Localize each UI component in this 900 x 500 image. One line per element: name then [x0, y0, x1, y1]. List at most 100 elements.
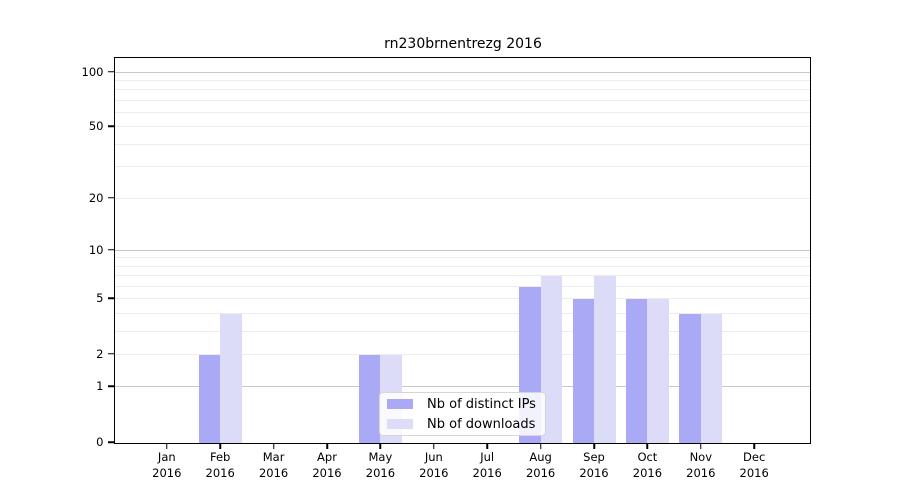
x-axis-tick-label: Dec 2016: [724, 449, 784, 481]
bar-distinct-ips-may: [358, 354, 381, 443]
x-axis-tick: [700, 444, 702, 449]
gridline-minor: [115, 143, 810, 145]
x-axis-tick: [593, 444, 595, 449]
gridline-minor: [115, 166, 810, 168]
legend: Nb of distinct IPs Nb of downloads: [379, 392, 546, 436]
month-label: Sep: [583, 450, 605, 464]
x-axis-tick: [433, 444, 435, 449]
x-axis-tick: [326, 444, 328, 449]
y-axis-tick-label: 0: [96, 435, 104, 449]
gridline-minor: [115, 312, 810, 314]
bar-distinct-ips-oct: [625, 299, 648, 443]
year-label: 2016: [579, 466, 609, 480]
month-label: Jul: [480, 450, 495, 464]
year-label: 2016: [525, 466, 556, 480]
month-label: Aug: [529, 450, 552, 464]
legend-item-downloads: Nb of downloads: [380, 417, 545, 432]
bar-downloads-oct: [647, 299, 669, 443]
x-axis-tick: [753, 444, 755, 449]
gridline-minor: [115, 275, 810, 277]
x-axis-tick-label: Apr 2016: [297, 449, 357, 481]
year-label: 2016: [152, 466, 182, 480]
x-axis-tick: [166, 444, 168, 449]
bar-downloads-nov: [700, 313, 723, 443]
x-axis-tick-label: Mar 2016: [244, 449, 304, 481]
year-label: 2016: [205, 466, 235, 480]
x-axis-tick-label: Feb 2016: [190, 449, 250, 481]
month-label: May: [368, 450, 393, 464]
y-axis-tick: [107, 441, 114, 443]
y-axis-tick-label: 100: [81, 64, 104, 79]
gridline-major: [115, 71, 810, 73]
year-label: 2016: [365, 466, 396, 480]
y-axis-tick: [107, 196, 114, 199]
y-axis-tick-label: 10: [88, 242, 104, 257]
month-label: Jan: [157, 450, 176, 464]
month-label: Feb: [210, 450, 231, 464]
legend-item-distinct-ips: Nb of distinct IPs: [380, 397, 545, 412]
x-axis-tick-label: Oct 2016: [617, 449, 677, 481]
year-label: 2016: [312, 466, 342, 480]
x-axis-tick: [379, 444, 382, 449]
y-axis-tick: [107, 353, 114, 355]
bar-distinct-ips-feb: [198, 354, 221, 443]
y-axis-tick: [107, 297, 114, 299]
year-label: 2016: [686, 466, 716, 480]
x-axis-tick-label: Aug 2016: [511, 449, 571, 481]
legend-swatch-downloads-icon: [387, 419, 413, 429]
bar-downloads-feb: [220, 313, 242, 443]
y-axis-tick: [107, 385, 114, 388]
gridline-minor: [115, 330, 810, 332]
year-label: 2016: [472, 466, 502, 480]
legend-swatch-distinct-ips-icon: [387, 399, 413, 409]
y-axis-tick: [107, 248, 114, 251]
month-label: Nov: [689, 450, 713, 464]
x-axis-tick-label: Jan 2016: [137, 449, 197, 481]
bar-downloads-sep: [594, 276, 616, 443]
bar-distinct-ips-sep: [572, 299, 594, 443]
x-axis-tick: [539, 444, 542, 449]
gridline-minor: [115, 265, 810, 267]
gridline-minor: [115, 197, 810, 199]
month-label: Apr: [317, 450, 337, 464]
legend-label-downloads: Nb of downloads: [427, 416, 536, 432]
gridline-minor: [115, 126, 810, 128]
gridline-minor: [115, 79, 810, 81]
month-label: Dec: [743, 450, 766, 464]
x-axis-tick-label: Jul 2016: [457, 449, 517, 481]
bar-distinct-ips-nov: [679, 313, 701, 443]
gridline-minor: [115, 89, 810, 91]
year-label: 2016: [258, 466, 289, 480]
y-axis-tick-label: 50: [88, 119, 104, 134]
month-label: Mar: [262, 450, 285, 464]
x-axis-tick-label: Jun 2016: [404, 449, 464, 481]
gridline-minor: [115, 257, 810, 259]
month-label: Jun: [424, 450, 443, 464]
x-axis-tick-label: Sep 2016: [564, 449, 624, 481]
chart-title: rn230brnentrezg 2016: [384, 36, 542, 52]
y-axis-tick-label: 2: [96, 346, 104, 361]
gridline-minor: [115, 285, 810, 287]
x-axis-tick: [219, 444, 221, 449]
x-axis-tick-label: Nov 2016: [671, 449, 731, 481]
gridline-major: [115, 386, 810, 388]
plot-area: [114, 57, 811, 444]
x-axis-tick: [272, 444, 275, 449]
x-axis-tick: [486, 444, 488, 449]
y-axis-tick: [107, 70, 114, 73]
year-label: 2016: [419, 466, 449, 480]
y-axis-tick-label: 5: [96, 291, 104, 306]
x-axis-tick-label: May 2016: [350, 449, 410, 481]
gridline-major: [115, 249, 810, 251]
year-label: 2016: [632, 466, 663, 480]
y-axis-tick: [107, 125, 114, 128]
gridline-minor: [115, 112, 810, 114]
month-label: Oct: [637, 450, 658, 464]
gridline-minor: [115, 353, 810, 355]
year-label: 2016: [739, 466, 769, 480]
y-axis-tick-label: 1: [96, 379, 104, 394]
y-axis-tick-label: 20: [88, 190, 104, 205]
x-axis-tick: [646, 444, 649, 449]
gridline-minor: [115, 99, 810, 101]
